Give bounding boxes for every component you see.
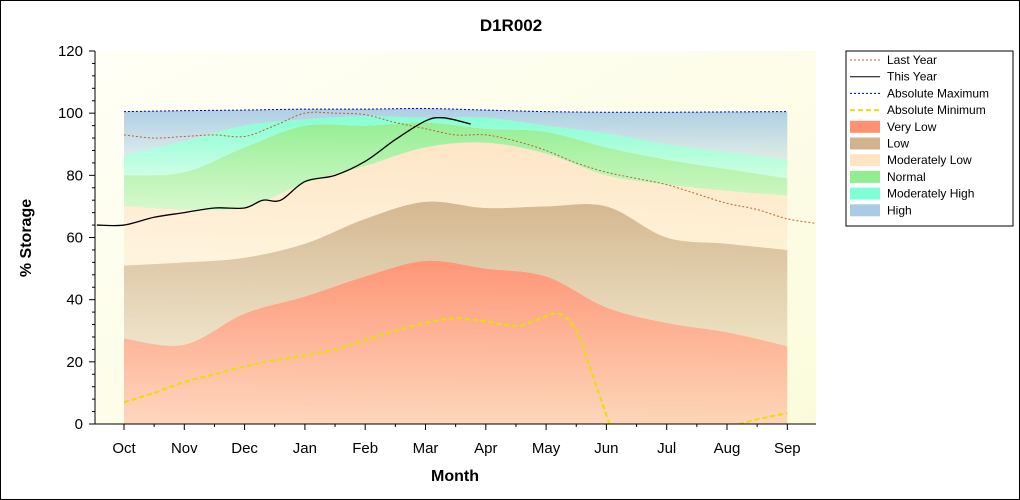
x-tick-label: Mar [413, 440, 439, 457]
percentile-bands [124, 108, 788, 424]
legend-swatch [850, 204, 880, 217]
axes: 0 20 40 60 80 100 120 Oct Nov Dec Jan Feb Mar Apr May J… [58, 43, 816, 457]
x-tick-label: Dec [231, 440, 258, 457]
chart-title: D1R002 [480, 16, 542, 35]
band-low [124, 201, 788, 347]
data-lines [96, 107, 816, 424]
series-absolute-minimum [738, 412, 788, 424]
y-tick-label: 0 [75, 416, 83, 433]
y-tick-label: 40 [66, 292, 83, 309]
series-absolute-minimum [123, 312, 611, 424]
legend-label: Very Low [887, 120, 937, 134]
x-tick-label: Aug [714, 440, 741, 457]
legend-label: Absolute Maximum [887, 86, 989, 100]
legend: Last Year This Year Absolute Maximum Absolu… [845, 50, 1014, 227]
legend-swatch [850, 187, 880, 200]
x-tick-label: Jan [293, 440, 317, 457]
y-tick-label: 20 [66, 354, 83, 371]
legend-label: High [887, 203, 912, 217]
y-tick-label: 120 [58, 43, 83, 60]
x-tick-label: Feb [352, 440, 378, 457]
series-last-year [123, 111, 816, 224]
y-tick-label: 100 [58, 105, 83, 122]
band-very-low [124, 260, 788, 424]
y-tick-label: 60 [66, 230, 83, 247]
band-moderately-high [124, 116, 788, 179]
x-tick-label: May [532, 440, 561, 457]
y-axis-title: % Storage [18, 199, 35, 277]
legend-swatch [850, 154, 880, 167]
band-moderately-low [124, 142, 788, 266]
legend-swatch [850, 137, 880, 150]
x-tick-label: Oct [112, 440, 136, 457]
legend-label: Absolute Minimum [887, 103, 986, 117]
series-this-year [96, 116, 471, 227]
x-tick-label: Sep [774, 440, 801, 457]
x-tick-label: Nov [171, 440, 198, 457]
legend-swatch [850, 120, 880, 133]
band-normal [124, 122, 788, 211]
legend-label: Moderately Low [887, 153, 972, 167]
x-tick-label: Jun [594, 440, 618, 457]
legend-swatch [850, 170, 880, 183]
legend-label: Last Year [887, 53, 937, 67]
x-tick-label: Apr [474, 440, 497, 457]
legend-label: Moderately High [887, 187, 974, 201]
legend-label: Low [887, 137, 909, 151]
x-axis-title: Month [431, 468, 479, 485]
legend-label: Normal [887, 170, 926, 184]
legend-label: This Year [887, 70, 937, 84]
band-high [124, 108, 788, 160]
x-tick-label: Jul [657, 440, 676, 457]
y-tick-label: 80 [66, 167, 83, 184]
